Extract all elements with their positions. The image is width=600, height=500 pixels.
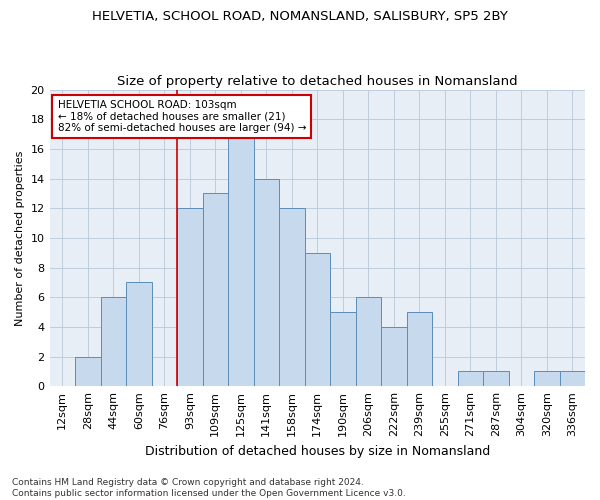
Title: Size of property relative to detached houses in Nomansland: Size of property relative to detached ho… (117, 76, 518, 88)
Bar (75, 356, 101, 386)
Bar (356, 297, 381, 386)
Bar (203, 194, 228, 386)
Bar (126, 282, 152, 386)
Text: HELVETIA SCHOOL ROAD: 103sqm
← 18% of detached houses are smaller (21)
82% of se: HELVETIA SCHOOL ROAD: 103sqm ← 18% of de… (58, 100, 306, 133)
Bar (458, 372, 483, 386)
Bar (560, 372, 585, 386)
Bar (177, 208, 203, 386)
Bar (254, 178, 279, 386)
Bar (228, 134, 254, 386)
Text: HELVETIA, SCHOOL ROAD, NOMANSLAND, SALISBURY, SP5 2BY: HELVETIA, SCHOOL ROAD, NOMANSLAND, SALIS… (92, 10, 508, 23)
Bar (330, 312, 356, 386)
Text: Contains HM Land Registry data © Crown copyright and database right 2024.
Contai: Contains HM Land Registry data © Crown c… (12, 478, 406, 498)
Bar (534, 372, 560, 386)
Bar (101, 297, 126, 386)
Bar (483, 372, 509, 386)
X-axis label: Distribution of detached houses by size in Nomansland: Distribution of detached houses by size … (145, 444, 490, 458)
Y-axis label: Number of detached properties: Number of detached properties (15, 150, 25, 326)
Bar (381, 327, 407, 386)
Bar (279, 208, 305, 386)
Bar (407, 312, 432, 386)
Bar (305, 252, 330, 386)
